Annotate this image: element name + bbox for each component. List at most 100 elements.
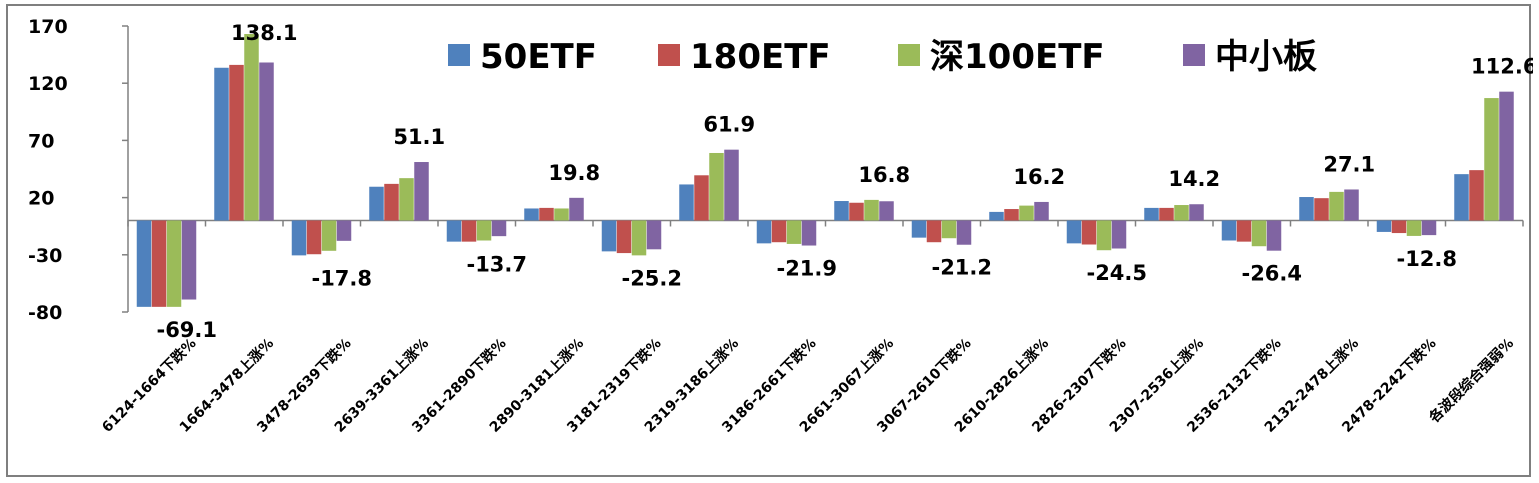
data-label: -69.1 bbox=[156, 318, 217, 342]
bar bbox=[926, 220, 942, 243]
bar bbox=[646, 220, 662, 250]
y-tick-label: -30 bbox=[28, 245, 62, 267]
data-label: 16.2 bbox=[1013, 165, 1065, 189]
bar bbox=[151, 220, 167, 307]
category-label: 各波段综合强弱% bbox=[1425, 335, 1517, 427]
y-tick-label: 170 bbox=[28, 16, 68, 38]
bar bbox=[879, 201, 894, 221]
legend-label: 50ETF bbox=[480, 37, 597, 77]
bar bbox=[1159, 207, 1174, 221]
bar bbox=[136, 220, 152, 307]
bar bbox=[1236, 220, 1252, 242]
bar bbox=[491, 220, 507, 237]
data-label: 112.6 bbox=[1471, 55, 1533, 79]
bar bbox=[539, 207, 554, 221]
bar bbox=[1376, 220, 1392, 232]
bar bbox=[1096, 220, 1112, 251]
bar bbox=[399, 178, 414, 221]
data-label: -13.7 bbox=[466, 253, 527, 277]
bar bbox=[1019, 205, 1034, 221]
bar bbox=[709, 152, 724, 221]
y-tick-label: 20 bbox=[28, 188, 54, 210]
bar bbox=[1299, 197, 1314, 221]
bar bbox=[1469, 170, 1484, 221]
bar bbox=[1314, 198, 1329, 221]
data-label: 61.9 bbox=[703, 113, 755, 137]
data-label: 138.1 bbox=[231, 21, 297, 45]
bar bbox=[306, 220, 322, 255]
data-label: -24.5 bbox=[1086, 261, 1147, 285]
data-label: 16.8 bbox=[858, 163, 910, 187]
bar-chart: 170 120 70 20 -30 -80 -69.1 138.1 -17.8 51.1 -13.… bbox=[28, 16, 1533, 436]
bar bbox=[244, 34, 259, 221]
bar bbox=[864, 199, 879, 221]
bar bbox=[369, 186, 384, 221]
bar bbox=[1421, 220, 1437, 236]
bar bbox=[616, 220, 632, 254]
bar bbox=[214, 67, 229, 221]
bar bbox=[166, 220, 182, 307]
bar bbox=[756, 220, 772, 244]
bar bbox=[1266, 220, 1282, 251]
legend-entry: 50ETF bbox=[448, 37, 597, 77]
data-label: -21.9 bbox=[776, 257, 837, 281]
data-label: -12.8 bbox=[1396, 247, 1457, 271]
bar bbox=[1081, 220, 1097, 245]
bar bbox=[321, 220, 337, 251]
bar bbox=[1174, 205, 1189, 221]
bar bbox=[911, 220, 927, 238]
bar bbox=[569, 197, 584, 221]
bar bbox=[1391, 220, 1407, 234]
data-label: 14.2 bbox=[1168, 167, 1220, 191]
bar bbox=[941, 220, 957, 239]
bar bbox=[1066, 220, 1082, 244]
bar bbox=[1034, 201, 1049, 221]
bar bbox=[631, 220, 647, 256]
bar bbox=[524, 208, 539, 221]
legend-swatch bbox=[898, 44, 920, 66]
bar bbox=[384, 183, 399, 221]
bar bbox=[1484, 98, 1499, 221]
bar bbox=[259, 62, 274, 221]
bar bbox=[336, 220, 352, 241]
bar bbox=[181, 220, 197, 300]
data-label: -25.2 bbox=[621, 266, 682, 290]
legend-label: 中小板 bbox=[1215, 37, 1317, 77]
bar bbox=[1344, 189, 1359, 221]
bar bbox=[724, 149, 739, 221]
bar bbox=[446, 220, 462, 242]
bar bbox=[1221, 220, 1237, 241]
bar bbox=[849, 202, 864, 221]
data-label: 51.1 bbox=[393, 125, 445, 149]
data-label: 27.1 bbox=[1323, 152, 1375, 176]
legend-label: 深100ETF bbox=[930, 37, 1105, 77]
legend-entry: 深100ETF bbox=[898, 37, 1105, 77]
legend: 50ETF 180ETF 深100ETF 中小板 bbox=[448, 37, 1317, 77]
legend-swatch bbox=[658, 44, 680, 66]
bar bbox=[694, 175, 709, 221]
bar bbox=[1144, 207, 1159, 221]
legend-label: 180ETF bbox=[690, 37, 831, 77]
bar bbox=[771, 220, 787, 243]
bar bbox=[1406, 220, 1422, 236]
bar bbox=[786, 220, 802, 244]
bar bbox=[1111, 220, 1127, 249]
bar bbox=[476, 220, 492, 241]
legend-swatch bbox=[448, 44, 470, 66]
legend-entry: 中小板 bbox=[1183, 37, 1317, 77]
bar bbox=[1251, 220, 1267, 247]
data-label: -21.2 bbox=[931, 256, 992, 280]
bar bbox=[554, 208, 569, 221]
y-tick-label: 70 bbox=[28, 130, 54, 152]
bar bbox=[1004, 209, 1019, 221]
legend-swatch bbox=[1183, 44, 1205, 66]
bar bbox=[601, 220, 617, 252]
y-tick-label: -80 bbox=[28, 302, 62, 324]
bar bbox=[801, 220, 817, 246]
bar bbox=[1329, 191, 1344, 221]
bar bbox=[679, 184, 694, 221]
data-label: -17.8 bbox=[311, 266, 372, 290]
bar bbox=[989, 211, 1004, 221]
bar bbox=[414, 162, 429, 221]
y-tick-label: 120 bbox=[28, 73, 68, 95]
